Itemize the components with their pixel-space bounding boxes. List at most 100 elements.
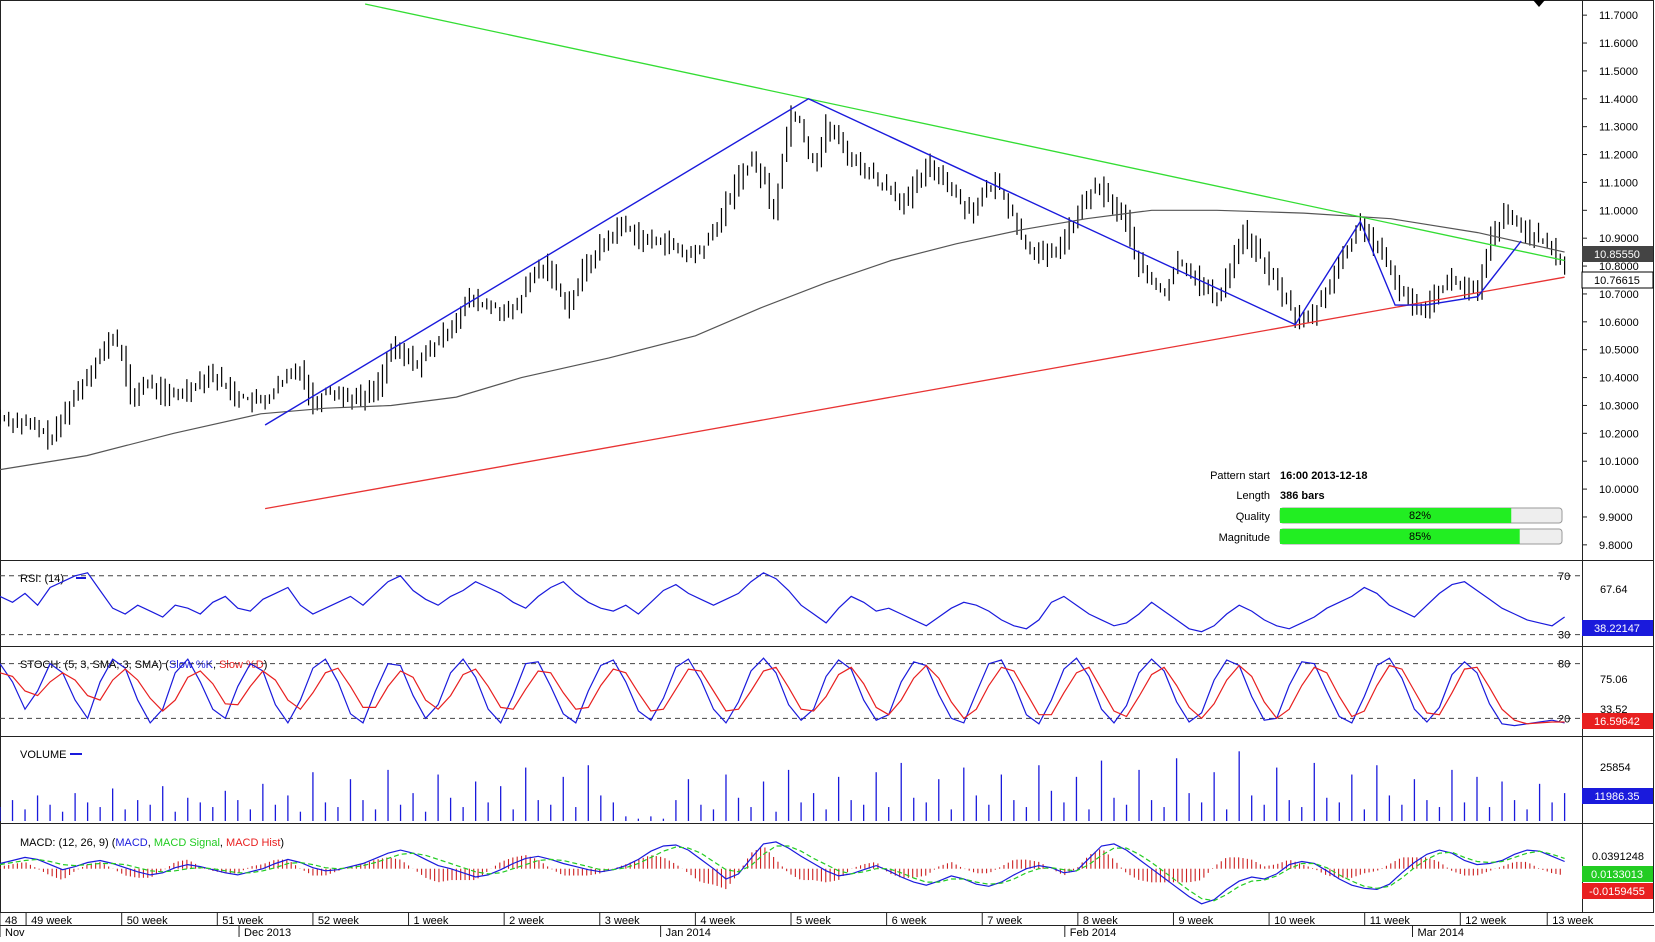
quality-label: Quality: [1236, 511, 1271, 523]
rsi-frame: [0, 560, 1654, 647]
support-line: [264, 276, 1565, 510]
price-tick-label: 11.1000: [1599, 177, 1638, 189]
macd-title: MACD: (12, 26, 9) (MACD, MACD Signal, MA…: [20, 837, 284, 849]
week-label: 13 week: [1552, 915, 1593, 927]
price-tick-label: 10.4000: [1599, 373, 1639, 385]
price-tag-upper: 10.85550: [1594, 249, 1640, 261]
week-label: 7 week: [987, 915, 1022, 927]
price-tag-lower-box: [1582, 272, 1653, 288]
week-label: 50 week: [127, 915, 168, 927]
month-label: Nov: [5, 927, 25, 937]
month-label: Feb 2014: [1070, 927, 1116, 937]
macd-value-tag-box: [1582, 866, 1653, 882]
volume-title: VOLUME: [20, 749, 66, 761]
price-tick-label: 10.9000: [1599, 233, 1639, 245]
rsi-scale-label: 67.64: [1600, 584, 1628, 596]
rsi-value-tag-box: [1582, 620, 1653, 636]
length-label: Length: [1236, 490, 1270, 502]
stochastic-title-part: Slow %D: [219, 659, 264, 671]
week-label: 12 week: [1465, 915, 1506, 927]
quality-bar-fill: [1280, 508, 1512, 523]
macd-title-part: ,: [220, 837, 226, 849]
macd-title-part: MACD Hist: [226, 837, 280, 849]
price-panel: 11.7000 11.6000 11.5000 11.4000 11.3000 11.20…: [0, 0, 1654, 552]
price-tick-label: 10.0000: [1599, 484, 1639, 496]
month-label: Mar 2014: [1418, 927, 1464, 937]
price-tick-label: 11.7000: [1599, 10, 1638, 22]
price-tick-label: 10.3000: [1599, 400, 1639, 412]
price-tick-label: 11.4000: [1599, 94, 1638, 106]
macd-value-tag: 0.0133013: [1591, 869, 1643, 881]
week-label: 9 week: [1178, 915, 1213, 927]
price-tick-label: 11.6000: [1599, 38, 1638, 50]
macd-signal-tag-box: [1582, 883, 1653, 899]
rsi-level-label: 30: [1558, 630, 1570, 642]
price-tick-label: 9.8000: [1599, 540, 1633, 552]
week-label: 52 week: [318, 915, 359, 927]
volume-value-tag: 11986.35: [1594, 791, 1639, 803]
stochastic-value-tag: 16.59642: [1594, 716, 1640, 728]
rsi-level-label: 70: [1558, 571, 1570, 583]
length-value: 386 bars: [1280, 490, 1325, 502]
stochastic-line: [0, 664, 1565, 725]
price-tag-upper-box: [1582, 246, 1653, 262]
price-tick-label: 10.8000: [1599, 261, 1639, 273]
price-frame: [0, 0, 1654, 561]
rsi-title: RSI: (14): [20, 573, 64, 585]
stochastic-line: [0, 657, 1565, 727]
macd-line: [0, 841, 1565, 905]
price-tick-label: 10.7000: [1599, 289, 1639, 301]
week-label: 5 week: [796, 915, 831, 927]
week-label: 48: [5, 915, 17, 927]
week-label: 2 week: [509, 915, 544, 927]
price-tick-label: 11.5000: [1599, 66, 1638, 78]
month-label: Jan 2014: [666, 927, 711, 937]
macd-title-part: ,: [148, 837, 154, 849]
moving-average-line: [0, 209, 1565, 471]
rsi-value-tag: 38.22147: [1594, 623, 1640, 635]
stochastic-panel: STOCH: (5, 3, SMA, 3, SMA) (Slow %K, Slo…: [0, 657, 1653, 729]
price-tick-label: 10.1000: [1599, 456, 1639, 468]
price-tick-label: 9.9000: [1599, 512, 1633, 524]
price-bars: [0, 105, 1566, 450]
quality-value: 82%: [1409, 510, 1431, 522]
time-axis: 48 49 week 50 week 51 week 52 week 1 week 2 we…: [0, 912, 1654, 939]
week-label: 49 week: [31, 915, 72, 927]
macd-title-part: MACD: (12, 26, 9) (: [20, 837, 116, 849]
stochastic-title-part: ,: [213, 659, 219, 671]
stochastic-title-part: ): [264, 659, 268, 671]
pattern-start-label: Pattern start: [1210, 470, 1270, 482]
volume-panel: VOLUME 25854 11986.35: [0, 749, 1653, 821]
price-tick-label: 10.2000: [1599, 428, 1639, 440]
week-label: 51 week: [222, 915, 263, 927]
week-label: 6 week: [892, 915, 927, 927]
week-label: 4 week: [700, 915, 735, 927]
pattern-info: Pattern start 16:00 2013-12-18 Length 38…: [1210, 470, 1563, 545]
resistance-line: [364, 3, 1565, 262]
macd-title-part: MACD: [115, 837, 147, 849]
week-label: 3 week: [605, 915, 640, 927]
volume-value-tag-box: [1582, 788, 1653, 804]
rsi-line: [0, 572, 1565, 633]
macd-signal-tag: -0.0159455: [1589, 886, 1645, 898]
week-label: 11 week: [1370, 915, 1411, 927]
stochastic-value-tag-box: [1582, 713, 1653, 729]
price-tick-label: 11.0000: [1599, 205, 1638, 217]
price-tick-label: 10.5000: [1599, 345, 1639, 357]
macd-title-part: MACD Signal: [154, 837, 220, 849]
macd-signal-line: [0, 845, 1565, 902]
magnitude-bar-fill: [1280, 529, 1520, 544]
magnitude-value: 85%: [1409, 531, 1431, 543]
week-label: 10 week: [1274, 915, 1315, 927]
pattern-start-value: 16:00 2013-12-18: [1280, 470, 1367, 482]
macd-title-part: ): [280, 837, 284, 849]
price-tick-label: 11.3000: [1599, 122, 1638, 134]
price-tick-label: 11.2000: [1599, 150, 1638, 162]
macd-panel: MACD: (12, 26, 9) (MACD, MACD Signal, MA…: [0, 837, 1653, 905]
week-label: 1 week: [414, 915, 449, 927]
magnitude-label: Magnitude: [1219, 532, 1270, 544]
stochastic-level-label: 80: [1558, 659, 1570, 671]
zigzag-line: [264, 98, 1522, 426]
